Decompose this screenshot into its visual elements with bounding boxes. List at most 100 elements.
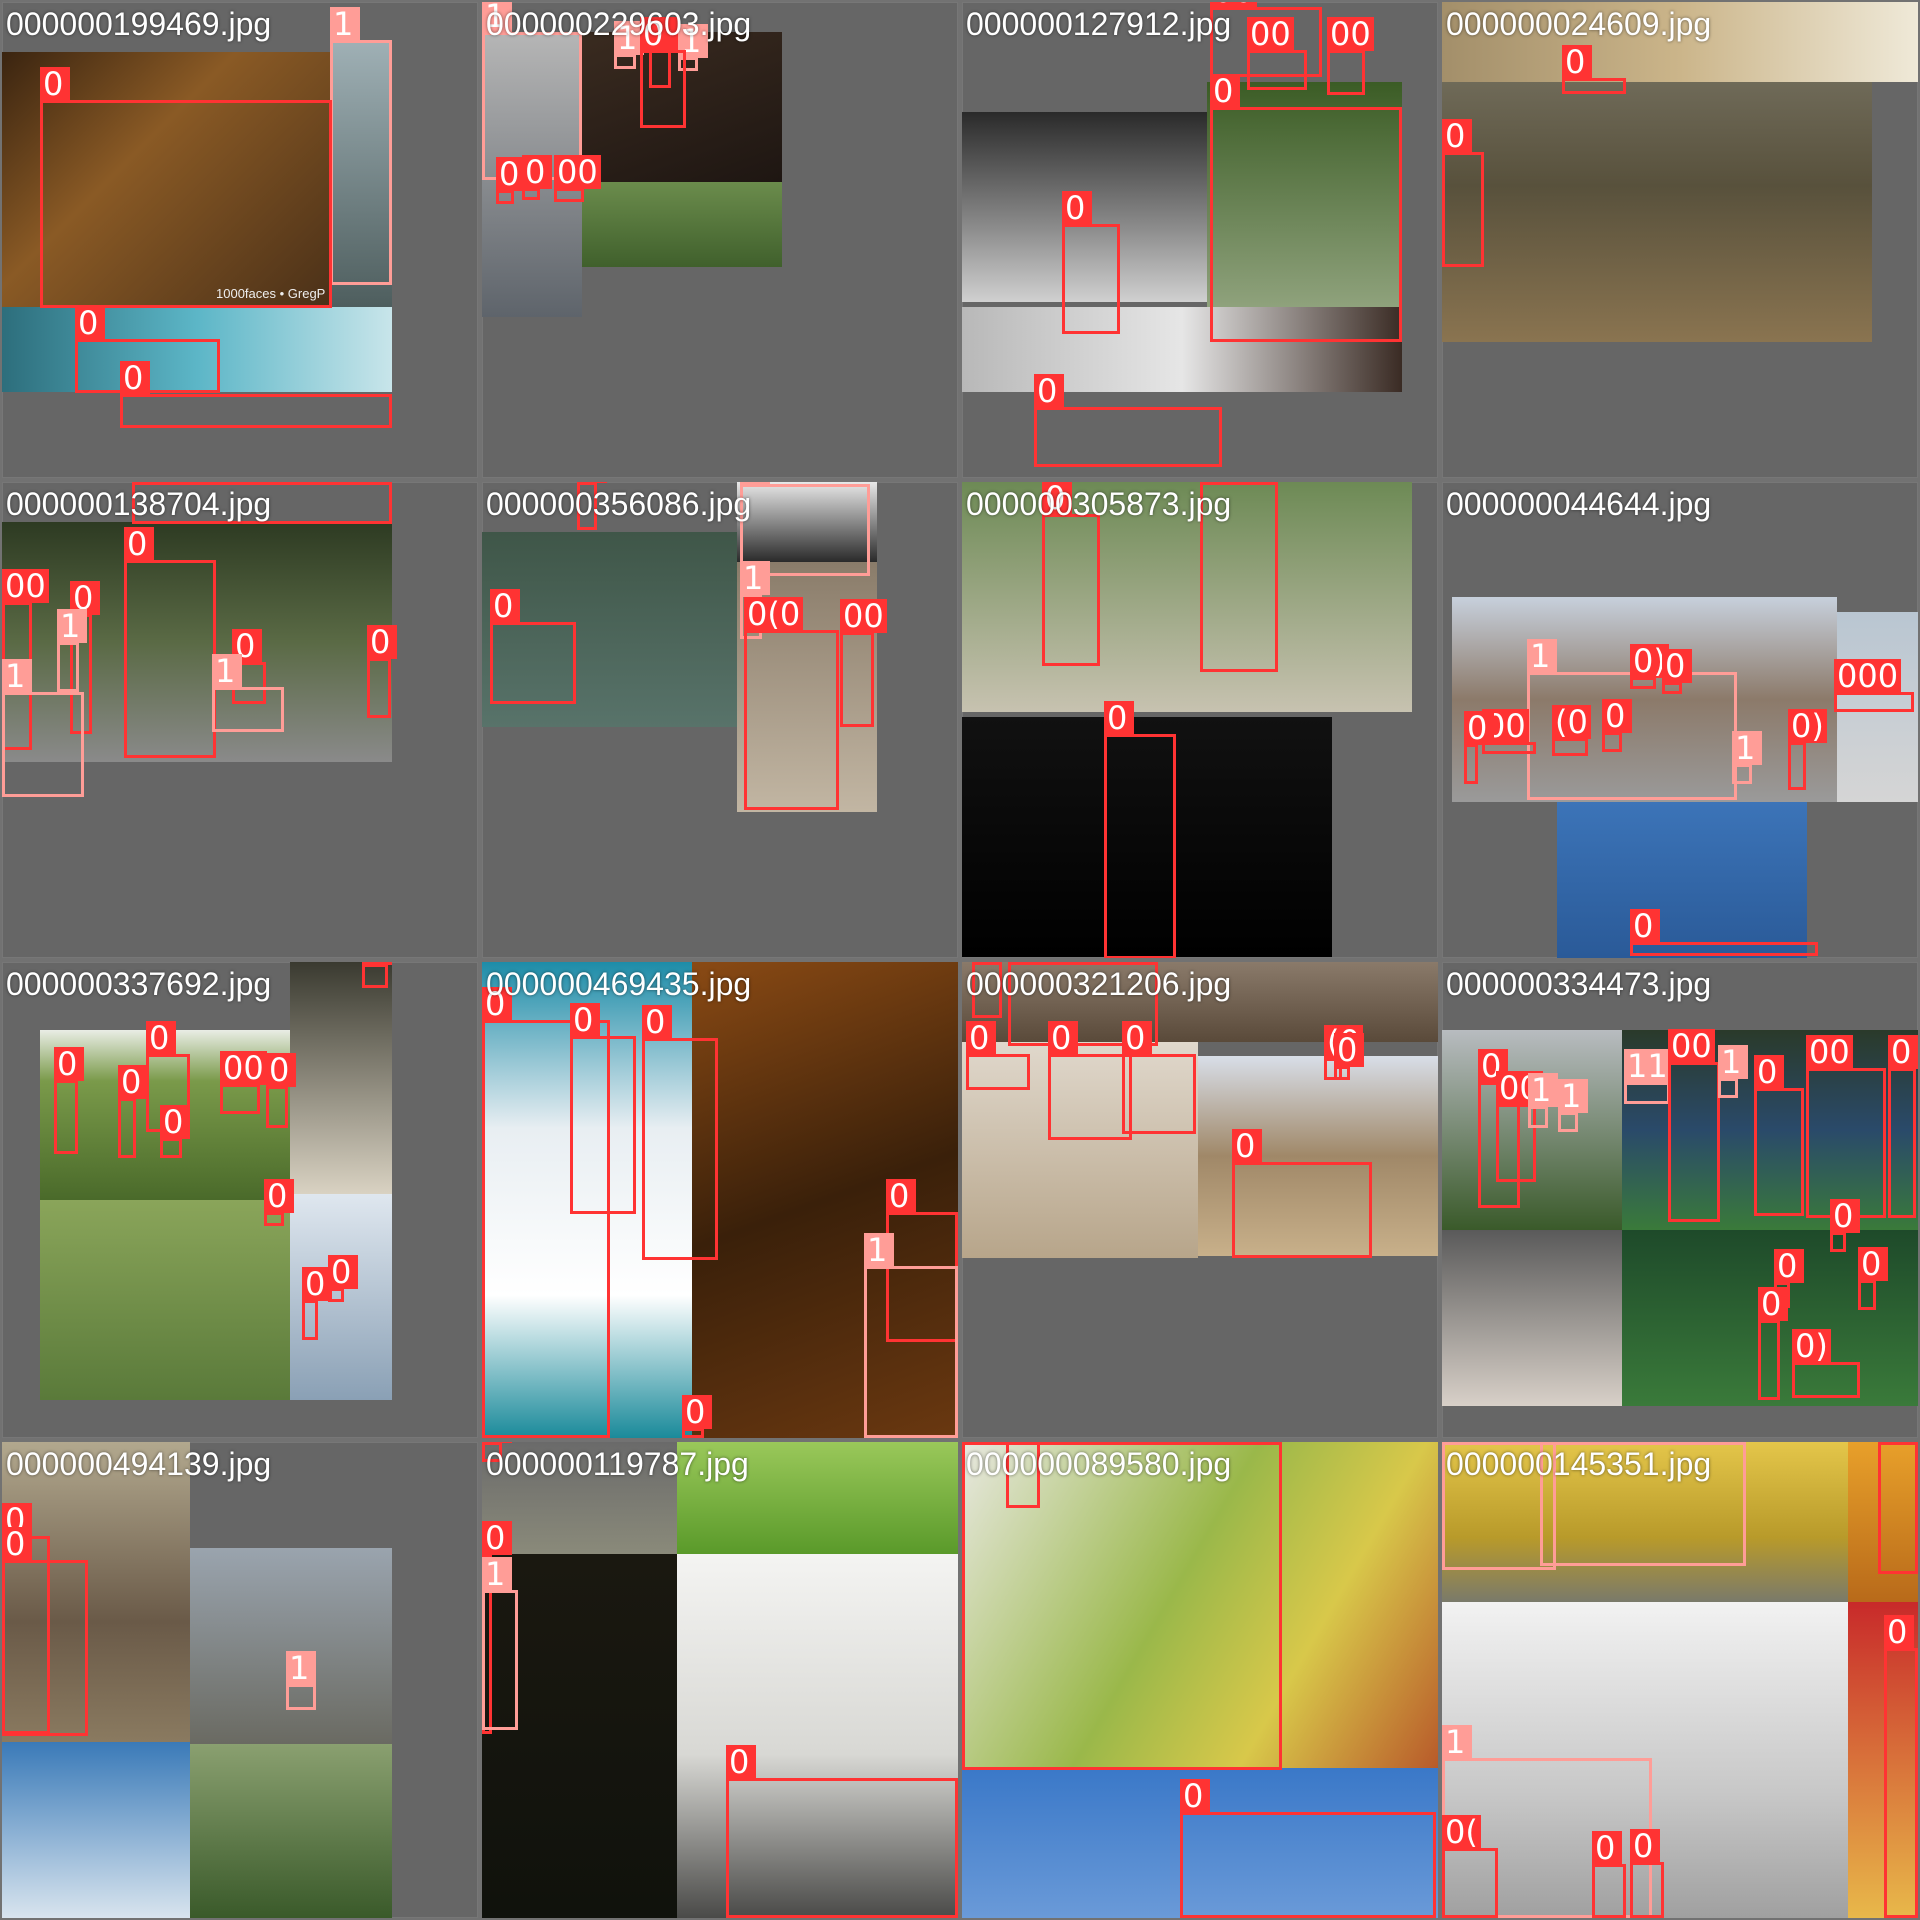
- detection-label: 0: [1630, 1829, 1660, 1863]
- detection-label: 0: [1602, 699, 1632, 733]
- tile-filename: 000000127912.jpg: [966, 4, 1231, 44]
- detection-box: 0: [642, 1038, 718, 1260]
- detection-label: 0: [1662, 649, 1692, 683]
- detection-label: 0: [1062, 191, 1092, 225]
- mosaic-tile: 000000469435.jpg 0 0 0 0 1 0: [482, 962, 958, 1438]
- tile-filename: 000000356086.jpg: [486, 484, 751, 524]
- detection-label: 00: [554, 155, 601, 189]
- detection-label: 0: [160, 1105, 190, 1139]
- detection-box: 1: [864, 1266, 958, 1438]
- tile-filename: 000000119787.jpg: [486, 1444, 749, 1484]
- detection-box: 0: [1758, 1320, 1780, 1400]
- detection-box: 0: [570, 1036, 636, 1214]
- detection-label: 0: [1888, 1035, 1918, 1069]
- detection-label: 0: [1562, 45, 1592, 79]
- detection-box: 0: [1630, 1862, 1664, 1918]
- detection-label: 0: [124, 527, 154, 561]
- detection-label: 0: [146, 1021, 176, 1055]
- tile-filename: 000000229603.jpg: [486, 4, 751, 44]
- mosaic-tile: 000000138704.jpg 0 0 00 0 1 0 1 0 1: [2, 482, 478, 958]
- detection-box: 0: [682, 1428, 704, 1438]
- tile-filename: 000000494139.jpg: [6, 1444, 271, 1484]
- mosaic-tile: 000000089580.jpg 0 0 0: [962, 1442, 1438, 1918]
- detection-label: 0(: [1442, 1815, 1481, 1849]
- detection-label: 00: [220, 1051, 267, 1085]
- detection-label: 00: [1806, 1035, 1853, 1069]
- detection-box: 0: [1562, 78, 1626, 94]
- detection-box: 0: [1062, 224, 1120, 334]
- mosaic-tile: 000000334473.jpg 0 00 1 11 00 1 1 0 00 0…: [1442, 962, 1918, 1438]
- detection-label: 0: [1104, 701, 1134, 735]
- tile-filename: 000000199469.jpg: [6, 4, 271, 44]
- tile-filename: 000000305873.jpg: [966, 484, 1231, 524]
- detection-box: 00: [220, 1084, 260, 1114]
- detection-label: 0): [1792, 1329, 1831, 1363]
- detection-label: 1: [286, 1651, 316, 1685]
- detection-box: 0: [120, 394, 392, 428]
- detection-label: 11: [1624, 1049, 1671, 1083]
- detection-box: 0: [2, 1560, 88, 1736]
- detection-label: 00: [1247, 17, 1294, 51]
- detection-box: 00: [1806, 1068, 1886, 1218]
- image-patch: [1442, 1230, 1622, 1406]
- detection-label: 0: [1774, 1249, 1804, 1283]
- mosaic-tile: 000000356086.jpg 0 1 0 1 0(0 00: [482, 482, 958, 958]
- detection-label: 000: [1834, 659, 1901, 693]
- detection-label: 0: [962, 1442, 992, 1443]
- mosaic-tile: 000000229603.jpg 1 1 0 1 0 0 0 00: [482, 2, 958, 478]
- detection-label: 1: [2, 659, 32, 693]
- mosaic-tile: 000000494139.jpg 0 0 1: [2, 1442, 478, 1918]
- detection-label: 0: [266, 1053, 296, 1087]
- mosaic-tile: 000000127912.jpg 00 00 00 0 0 0: [962, 2, 1438, 478]
- detection-box: 0: [490, 622, 576, 704]
- mosaic-tile: 000000305873.jpg 0 0 0: [962, 482, 1438, 958]
- detection-label: 0: [522, 155, 552, 189]
- detection-box: 00: [840, 632, 874, 727]
- detection-label: 1: [740, 561, 770, 595]
- detection-label: 1: [864, 1233, 894, 1267]
- detection-label: 0: [1210, 74, 1240, 108]
- detection-label: 0: [264, 1179, 294, 1213]
- detection-label: 0: [966, 1021, 996, 1055]
- detection-label: 0: [577, 482, 607, 483]
- detection-box: 1: [212, 687, 284, 732]
- detection-box: 1: [1558, 1112, 1578, 1132]
- detection-box: 0: [1662, 682, 1682, 694]
- detection-box: 1: [330, 40, 392, 285]
- detection-box: 1: [1718, 1078, 1738, 1098]
- detection-box: 0: [1180, 1812, 1436, 1918]
- detection-box: 00: [554, 188, 584, 202]
- detection-label: 1: [1718, 1045, 1748, 1079]
- detection-box: 0): [1792, 1362, 1860, 1398]
- image-patch: [190, 1548, 392, 1744]
- detection-label: 0: [1180, 1779, 1210, 1813]
- detection-label: 0: [682, 1395, 712, 1429]
- detection-box: 0: [522, 188, 540, 200]
- detection-box: 0: [302, 1300, 318, 1340]
- detection-label: 0: [1884, 1615, 1914, 1649]
- tile-filename: 000000145351.jpg: [1446, 1444, 1711, 1484]
- detection-box: 0: [1830, 1232, 1846, 1252]
- detection-box: 0: [1592, 1864, 1626, 1918]
- mosaic-tile: 000000337692.jpg 0 0 0 0 0 00 0 0 0 0: [2, 962, 478, 1438]
- detection-box: 1: [482, 1590, 518, 1730]
- detection-label: 0: [1464, 711, 1494, 745]
- detection-label: 0: [367, 625, 397, 659]
- detection-box: 0: [1042, 514, 1100, 666]
- image-patch: [290, 962, 392, 1194]
- detection-label: 1: [212, 654, 242, 688]
- detection-box: 0: [1602, 732, 1622, 752]
- detection-label: 0: [118, 1065, 148, 1099]
- detection-label: 0: [120, 361, 150, 395]
- detection-box: 0: [54, 1080, 78, 1154]
- detection-label: 0: [1232, 1129, 1262, 1163]
- detection-label: (0: [1552, 705, 1591, 739]
- tile-filename: 000000337692.jpg: [6, 964, 271, 1004]
- detection-box: 0): [1630, 677, 1656, 689]
- detection-label: 0: [972, 962, 1002, 963]
- detection-box: 0: [362, 964, 388, 988]
- detection-box: 0: [1334, 1066, 1350, 1080]
- detection-label: 0: [40, 67, 70, 101]
- detection-box: 0: [118, 1098, 136, 1158]
